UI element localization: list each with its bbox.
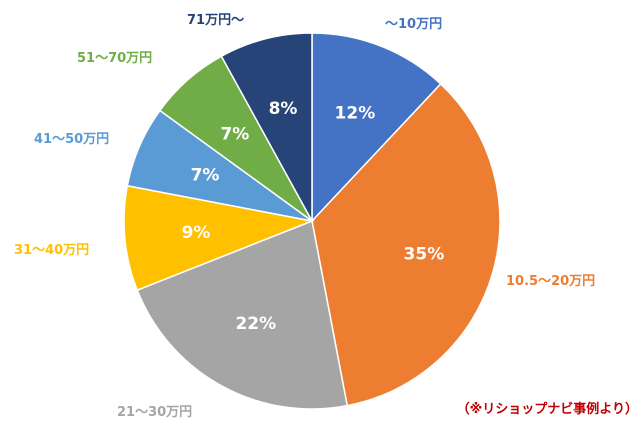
category-label: 31～40万円	[14, 243, 89, 258]
pie-slices	[123, 32, 501, 410]
slice-percent-label: 22%	[235, 314, 276, 334]
pie-slice	[311, 82, 501, 407]
slice-percent-label: 7%	[220, 125, 249, 145]
slice-percent-label: 35%	[404, 245, 445, 265]
percentage-labels: 12% 35% 22% 9% 7% 7% 8%	[182, 99, 445, 334]
pie-slice	[220, 32, 313, 222]
category-label: 21～30万円	[117, 405, 192, 420]
category-label: 71万円～	[187, 13, 244, 28]
category-label: 51～70万円	[77, 51, 152, 66]
slice-percent-label: 7%	[191, 166, 220, 186]
pie-slice	[136, 219, 349, 410]
category-labels: ～10万円 10.5～20万円 21～30万円 31～40万円 41～50万円 51～70…	[14, 13, 595, 420]
category-label: ～10万円	[385, 17, 442, 32]
slice-percent-label: 8%	[269, 99, 298, 119]
source-note: （※リショップナビ事例より）	[457, 401, 638, 417]
category-label: 10.5～20万円	[506, 274, 595, 289]
slice-percent-label: 12%	[335, 104, 376, 124]
pie-slice	[123, 184, 315, 292]
pie-slice	[311, 32, 442, 223]
slice-percent-label: 9%	[182, 223, 211, 243]
category-label: 41～50万円	[34, 132, 109, 147]
